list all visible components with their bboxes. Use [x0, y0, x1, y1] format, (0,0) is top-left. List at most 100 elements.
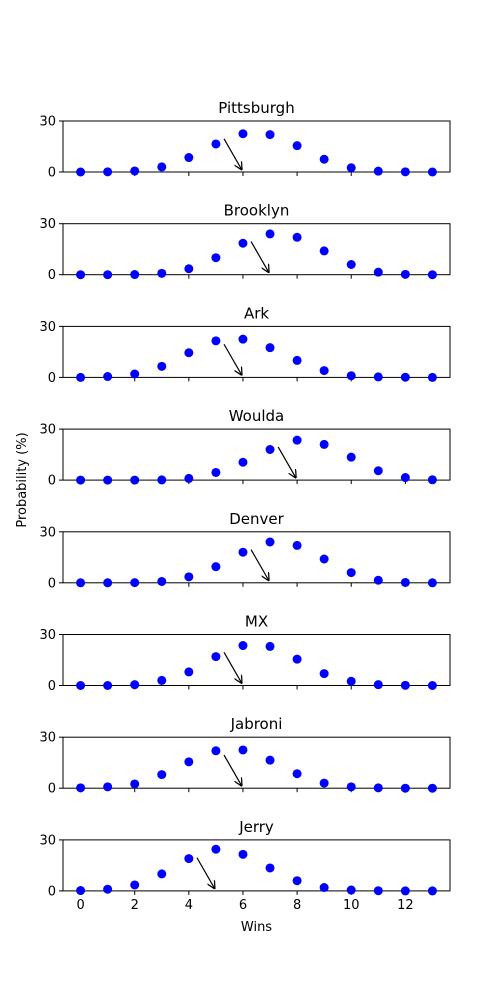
annotation-arrow: [223, 652, 242, 683]
annotation-arrow: [277, 446, 296, 478]
data-point: [373, 166, 383, 176]
annotation-arrow: [223, 138, 242, 170]
data-point: [265, 130, 275, 140]
data-point: [238, 849, 248, 859]
data-point: [238, 129, 248, 139]
data-point: [319, 554, 329, 564]
data-point: [319, 154, 329, 164]
data-point: [238, 641, 248, 651]
data-point: [319, 439, 329, 449]
data-point: [292, 654, 302, 664]
data-point: [238, 745, 248, 755]
x-axis-label: Wins: [241, 920, 272, 935]
data-point: [373, 680, 383, 690]
y-tick-label: 0: [48, 474, 56, 489]
data-point: [238, 238, 248, 248]
data-point: [211, 467, 221, 477]
y-tick-label: 0: [48, 268, 56, 283]
plot-frame: [62, 634, 451, 686]
data-point: [103, 681, 113, 690]
data-point: [265, 229, 275, 239]
data-point: [427, 475, 437, 485]
panel-mx: MX 0 30: [39, 613, 451, 694]
data-point: [400, 680, 410, 690]
data-point: [103, 884, 113, 894]
data-point: [292, 769, 302, 779]
data-point: [211, 562, 221, 572]
data-point: [76, 886, 86, 896]
panel-brooklyn: Brooklyn 0 30: [39, 202, 451, 283]
x-tick-label: 4: [185, 898, 193, 913]
data-point: [130, 475, 140, 485]
panel-woulda: Woulda 0 30: [39, 407, 451, 489]
data-point: [373, 372, 383, 382]
data-point: [292, 876, 302, 886]
data-point: [427, 167, 437, 177]
data-point: [130, 166, 140, 176]
data-point: [427, 578, 437, 588]
data-point: [103, 167, 113, 177]
x-tick-label: 12: [397, 898, 414, 913]
data-point: [76, 578, 86, 588]
y-tick-label: 30: [39, 217, 56, 232]
plot-frame: [62, 839, 451, 892]
data-point: [373, 466, 383, 476]
data-point: [265, 537, 275, 547]
data-point: [346, 163, 356, 173]
plot-frame: [62, 428, 451, 481]
data-point: [346, 568, 356, 578]
data-point: [157, 770, 167, 780]
data-point: [265, 343, 275, 353]
y-tick-label: 0: [48, 576, 56, 591]
data-point: [76, 783, 86, 793]
data-point: [346, 885, 356, 895]
panel-title: Brooklyn: [224, 202, 290, 220]
data-point: [427, 372, 437, 382]
data-point: [76, 372, 86, 382]
data-point: [373, 267, 383, 277]
data-point: [184, 572, 194, 582]
data-point: [103, 270, 113, 280]
plot-frame: [62, 531, 451, 584]
data-point: [373, 575, 383, 585]
x-tick-label: 2: [131, 898, 139, 913]
data-point: [427, 681, 437, 690]
annotation-arrow: [250, 241, 269, 273]
data-point: [400, 783, 410, 793]
panels-layer: Pittsburgh030Brooklyn030Ark030Woulda030D…: [39, 99, 451, 913]
data-point: [211, 746, 221, 756]
data-point: [400, 577, 410, 587]
data-point: [427, 886, 437, 896]
y-tick-label: 30: [39, 320, 56, 335]
y-tick-label: 30: [39, 115, 56, 130]
data-point: [157, 576, 167, 586]
panel-title: Jabroni: [230, 715, 283, 733]
data-point: [292, 435, 302, 445]
data-point: [265, 641, 275, 651]
y-tick-label: 30: [39, 628, 56, 643]
data-point: [76, 167, 86, 177]
x-tick-label: 10: [343, 898, 360, 913]
data-point: [292, 540, 302, 550]
y-tick-label: 0: [48, 679, 56, 694]
data-point: [292, 232, 302, 242]
data-point: [400, 886, 410, 896]
data-point: [157, 869, 167, 879]
data-point: [238, 457, 248, 467]
annotation-arrow: [223, 343, 242, 375]
panel-title: Denver: [229, 510, 284, 528]
data-point: [319, 883, 329, 892]
data-point: [130, 680, 140, 690]
data-point: [184, 153, 194, 163]
data-point: [400, 372, 410, 382]
panel-title: MX: [245, 613, 268, 631]
annotation-arrow: [196, 857, 215, 889]
data-point: [184, 473, 194, 483]
annotation-arrow: [250, 549, 269, 581]
data-point: [157, 268, 167, 278]
y-tick-label: 0: [48, 166, 56, 181]
data-point: [103, 372, 113, 382]
data-point: [184, 854, 194, 864]
data-point: [103, 475, 113, 485]
data-point: [211, 139, 221, 149]
